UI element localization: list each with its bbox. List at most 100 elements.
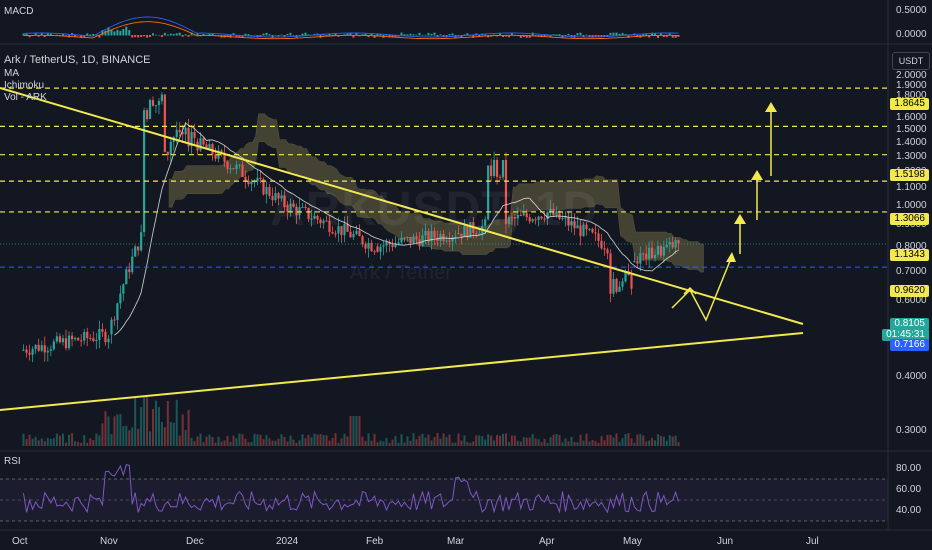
candle-body: [421, 235, 424, 247]
volume-bar: [534, 438, 537, 446]
level-tag-1[interactable]: 1.8645: [890, 98, 929, 110]
target-levels[interactable]: [0, 87, 888, 268]
volume-bar: [110, 434, 113, 446]
currency-selector[interactable]: USDT: [892, 52, 930, 70]
level-tag-4[interactable]: 1.1343: [890, 249, 929, 261]
candle-body: [475, 232, 478, 234]
macd-histogram-bar: [659, 33, 662, 36]
volume-bar: [101, 423, 104, 446]
lower-trendline[interactable]: [0, 332, 804, 411]
macd-histogram-bar: [355, 33, 358, 36]
volume-bar: [668, 435, 671, 446]
candle-body: [280, 195, 283, 199]
macd-histogram-bar: [116, 29, 119, 36]
price-axis-tick: 0.7000: [896, 266, 927, 278]
volume-bar: [28, 434, 31, 446]
candle-body: [208, 144, 211, 149]
candle-body: [113, 319, 116, 321]
support-price-tag[interactable]: 0.7166: [890, 339, 929, 351]
candle-body: [187, 127, 190, 147]
volume-bar: [627, 433, 630, 446]
level-tag-3[interactable]: 1.3066: [890, 213, 929, 225]
macd-histogram-bar: [247, 34, 250, 36]
volume-bar: [531, 434, 534, 446]
volume-bar: [355, 416, 358, 446]
volume-bar: [636, 434, 639, 446]
candle-body: [250, 181, 253, 185]
macd-histogram-bar: [412, 34, 415, 36]
macd-histogram-bar: [481, 33, 484, 36]
macd-histogram-bar: [268, 34, 271, 36]
candle-body: [22, 349, 25, 351]
macd-histogram-bar: [472, 35, 475, 38]
candle-body: [241, 164, 244, 177]
candle-body: [495, 159, 499, 177]
macd-histogram-bar: [478, 35, 481, 37]
candle-body: [406, 237, 409, 239]
level-tag-2[interactable]: 1.5198: [890, 169, 929, 181]
volume-bar: [648, 440, 651, 446]
macd-axis-tick: 0.0000: [896, 29, 927, 40]
current-price-tag[interactable]: 0.8105: [890, 318, 929, 330]
candle-body: [131, 256, 134, 273]
candle-body: [256, 177, 259, 182]
volume-bar: [633, 442, 636, 446]
macd-histogram-bar: [131, 35, 134, 38]
macd-histogram-bar: [507, 35, 510, 38]
indicator-ma[interactable]: MA: [4, 68, 19, 79]
macd-histogram-bar: [25, 33, 28, 36]
symbol-title[interactable]: Ark / TetherUS, 1D, BINANCE: [4, 54, 151, 66]
candle-body: [555, 210, 558, 216]
macd-histogram-bar: [352, 35, 355, 38]
volume-bar: [537, 439, 540, 446]
candle-body: [328, 220, 331, 233]
candle-body: [226, 161, 229, 169]
volume-bar: [364, 441, 367, 446]
volume-bar: [337, 442, 340, 446]
candle-body: [445, 240, 448, 242]
candle-body: [148, 100, 152, 120]
macd-pane-title[interactable]: MACD: [4, 6, 34, 17]
macd-histogram-bar: [600, 35, 603, 38]
macd-histogram-bar: [376, 33, 379, 36]
candle-body: [58, 336, 62, 343]
macd-line: [23, 16, 679, 38]
candle-body: [214, 154, 217, 159]
projection-arrowhead-2: [734, 214, 746, 224]
level-tag-5[interactable]: 0.9620: [890, 285, 929, 297]
volume-bar: [241, 434, 244, 446]
rsi-pane-title[interactable]: RSI: [4, 456, 21, 467]
candle-body: [648, 247, 651, 259]
volume-bar: [295, 442, 298, 446]
macd-histogram-bar: [143, 35, 146, 37]
macd-histogram-bar: [546, 35, 549, 36]
candle-body: [507, 216, 511, 225]
volume-bar: [549, 437, 552, 446]
macd-histogram-bar: [519, 35, 522, 38]
projection-zigzag[interactable]: [671, 255, 733, 322]
volume-bar: [487, 434, 490, 446]
macd-histogram-bar: [119, 30, 122, 36]
volume-bar: [651, 437, 654, 446]
volume-bar: [525, 437, 528, 446]
candle-body: [597, 233, 600, 241]
candle-body: [319, 219, 322, 224]
candle-body: [460, 233, 463, 238]
upper-trendline[interactable]: [0, 87, 804, 325]
volume-bar: [325, 435, 328, 446]
macd-histogram-bar: [442, 35, 445, 37]
macd-histogram-bar: [555, 34, 558, 36]
indicator-volume[interactable]: Vol - ARK: [4, 92, 47, 103]
candle-body: [659, 246, 663, 256]
macd-histogram-bar: [543, 35, 546, 37]
volume-bar: [172, 422, 175, 446]
candle-body: [31, 349, 34, 355]
macd-histogram-bar: [37, 35, 40, 37]
candlestick-series: [22, 92, 680, 363]
candle-body: [490, 165, 493, 176]
volume-bar: [463, 435, 466, 446]
indicator-ichimoku[interactable]: Ichimoku: [4, 80, 45, 91]
volume-bar: [665, 440, 668, 446]
volume-bar: [597, 442, 600, 446]
